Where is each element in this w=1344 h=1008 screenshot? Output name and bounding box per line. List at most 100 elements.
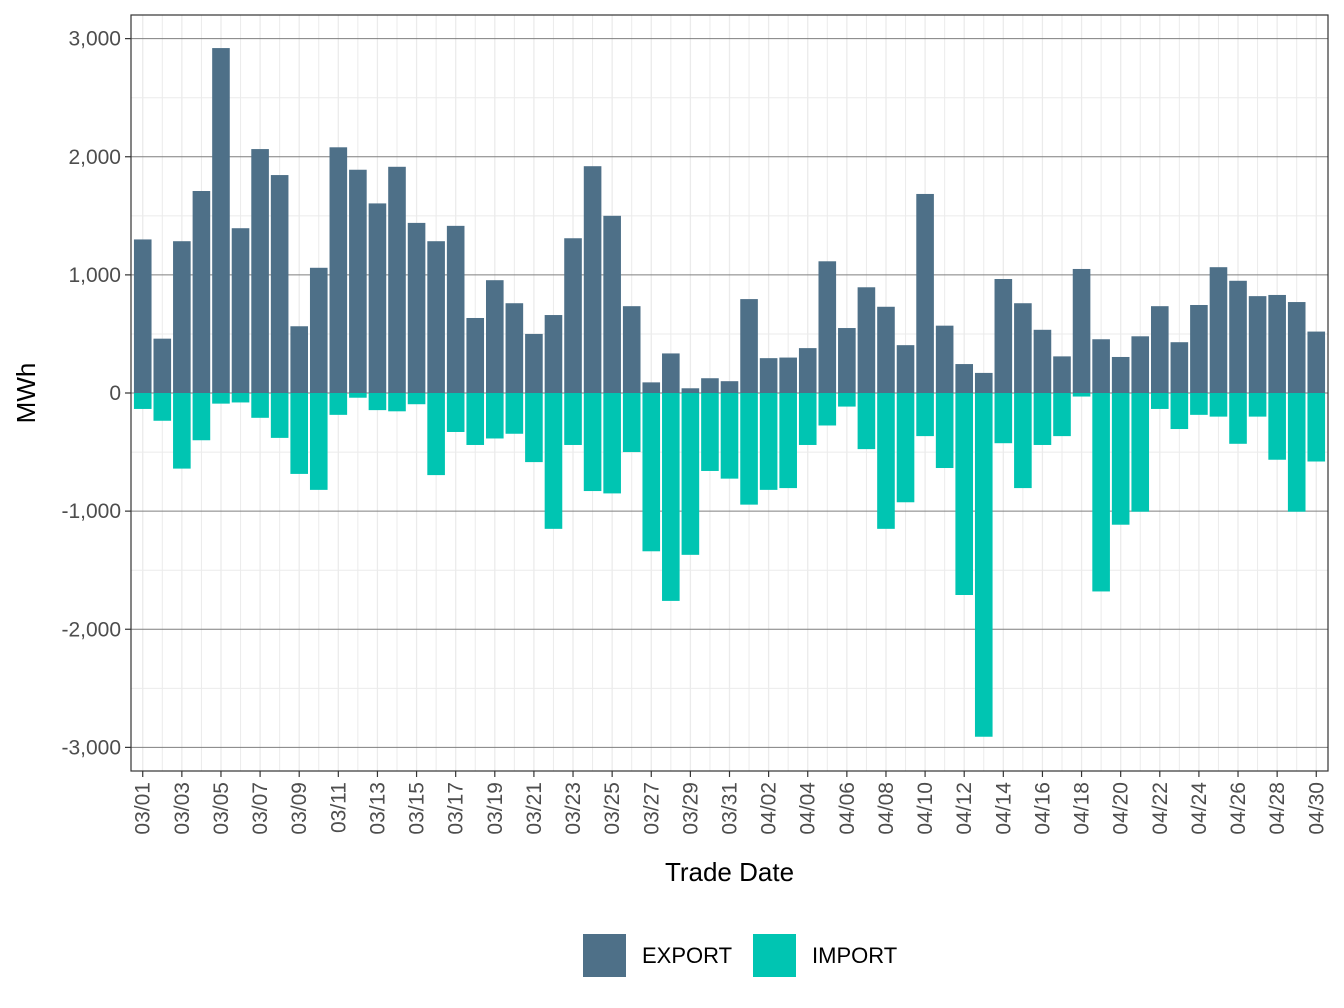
- bar-import-03-07: [251, 393, 269, 418]
- bar-export-03-13: [368, 203, 387, 393]
- bar-import-03-02: [153, 393, 172, 421]
- x-tick-label: 04/20: [1110, 782, 1133, 835]
- bar-import-04-12: [955, 393, 974, 595]
- x-tick-label: 04/16: [1031, 782, 1054, 835]
- bar-import-03-12: [349, 393, 367, 398]
- bar-export-04-23: [1170, 342, 1189, 393]
- bar-export-04-04: [798, 348, 817, 393]
- bar-export-04-16: [1033, 329, 1052, 393]
- x-tick-label: 04/30: [1305, 782, 1328, 835]
- bar-import-04-30: [1307, 393, 1326, 462]
- bar-import-03-19: [485, 393, 504, 439]
- bar-import-03-11: [329, 393, 348, 415]
- bar-export-04-13: [974, 372, 993, 393]
- bar-export-03-27: [642, 382, 661, 393]
- bar-import-03-25: [603, 393, 621, 494]
- bar-export-04-09: [896, 345, 915, 393]
- bar-import-03-26: [622, 393, 641, 453]
- bar-import-04-21: [1131, 393, 1150, 512]
- bar-import-04-20: [1111, 393, 1130, 525]
- bar-export-03-17: [446, 225, 465, 393]
- bar-export-03-10: [309, 267, 328, 393]
- x-tick-label: 03/05: [210, 782, 233, 835]
- x-tick-label: 04/08: [875, 782, 898, 835]
- bar-export-04-15: [1014, 303, 1032, 393]
- bar-import-03-01: [133, 393, 152, 409]
- y-tick-label: 0: [109, 382, 121, 405]
- y-tick-label: -2,000: [61, 618, 121, 641]
- x-tick-label: 04/04: [797, 782, 820, 835]
- bar-export-04-08: [877, 306, 895, 393]
- y-tick-label: -1,000: [61, 500, 121, 523]
- bar-export-03-09: [290, 326, 309, 393]
- x-tick-label: 04/12: [953, 782, 976, 835]
- bar-export-04-18: [1072, 268, 1091, 393]
- bar-export-04-17: [1053, 356, 1071, 393]
- bar-export-03-22: [544, 315, 563, 393]
- bar-export-04-19: [1092, 339, 1110, 393]
- legend-swatch-export: [583, 934, 626, 977]
- bar-import-03-08: [270, 393, 289, 438]
- x-tick-label: 04/28: [1266, 782, 1289, 835]
- bar-export-04-26: [1229, 280, 1247, 393]
- x-tick-label: 03/15: [406, 782, 429, 835]
- bar-import-04-07: [857, 393, 876, 450]
- bar-export-03-03: [173, 241, 191, 393]
- bar-import-04-17: [1053, 393, 1071, 437]
- bar-import-04-27: [1248, 393, 1267, 417]
- bar-import-04-01: [740, 393, 758, 505]
- bar-export-04-07: [857, 287, 876, 393]
- bar-import-04-03: [779, 393, 797, 489]
- bar-import-03-30: [701, 393, 719, 471]
- bar-export-04-22: [1150, 306, 1169, 393]
- x-tick-label: 04/22: [1149, 782, 1172, 835]
- bar-export-03-06: [231, 228, 250, 393]
- bar-export-03-29: [681, 388, 700, 393]
- bar-import-03-05: [212, 393, 230, 404]
- x-tick-label: 03/01: [132, 782, 155, 835]
- bar-import-03-14: [388, 393, 406, 412]
- bar-import-03-27: [642, 393, 661, 552]
- bar-import-04-22: [1150, 393, 1169, 409]
- bar-import-03-29: [681, 393, 700, 555]
- bar-import-03-15: [407, 393, 426, 405]
- legend-swatch-import: [753, 934, 796, 977]
- x-tick-label: 04/18: [1071, 782, 1094, 835]
- bar-export-04-20: [1111, 356, 1130, 393]
- x-tick-label: 04/14: [992, 782, 1015, 835]
- bar-export-03-05: [212, 48, 230, 393]
- bar-import-04-28: [1268, 393, 1286, 460]
- bar-export-04-30: [1307, 331, 1326, 393]
- bar-import-04-24: [1190, 393, 1208, 415]
- x-tick-label: 03/25: [601, 782, 624, 835]
- bar-import-04-06: [838, 393, 856, 407]
- bar-import-03-10: [309, 393, 328, 490]
- bar-import-03-22: [544, 393, 563, 529]
- bar-import-04-09: [896, 393, 915, 503]
- x-axis: 03/01 03/03 03/05 03/07 03/09 03/11 03/13 03/15…: [132, 771, 1328, 835]
- x-tick-label: 03/23: [562, 782, 585, 835]
- bar-import-03-04: [192, 393, 211, 441]
- bar-export-03-08: [270, 175, 289, 393]
- x-tick-label: 03/19: [484, 782, 507, 835]
- bar-import-04-15: [1014, 393, 1032, 489]
- y-tick-label: -3,000: [61, 736, 121, 759]
- bar-export-03-20: [505, 303, 524, 393]
- bar-export-03-16: [427, 241, 445, 393]
- x-tick-label: 03/27: [640, 782, 663, 835]
- bar-export-03-01: [133, 239, 152, 393]
- bar-export-04-12: [955, 364, 974, 393]
- bar-export-04-03: [779, 357, 797, 393]
- bar-export-03-11: [329, 147, 348, 393]
- bar-export-03-21: [525, 333, 543, 393]
- x-tick-label: 03/03: [171, 782, 194, 835]
- bar-import-03-23: [564, 393, 582, 445]
- bar-export-04-11: [935, 325, 954, 393]
- bar-import-04-05: [818, 393, 837, 426]
- bar-export-04-28: [1268, 294, 1286, 393]
- bar-import-03-13: [368, 393, 387, 411]
- x-tick-label: 03/17: [445, 782, 468, 835]
- bar-import-04-23: [1170, 393, 1189, 430]
- y-tick-label: 3,000: [68, 28, 121, 51]
